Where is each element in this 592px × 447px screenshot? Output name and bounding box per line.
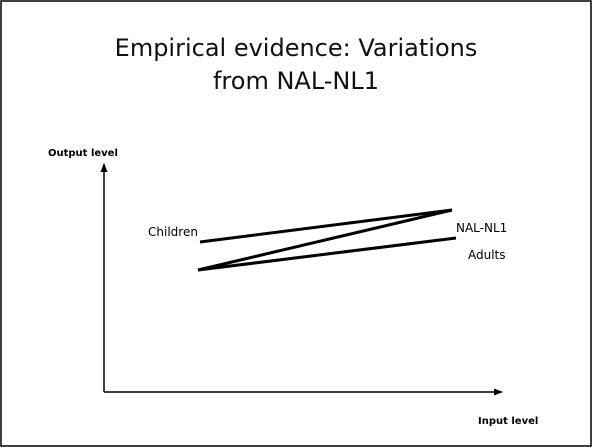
children-line (199, 208, 453, 244)
curve-label: Adults (468, 248, 506, 262)
nal-line (197, 208, 453, 272)
adults-line (197, 236, 457, 272)
curve-label: Children (148, 225, 198, 239)
curve-label: NAL-NL1 (456, 221, 507, 235)
y-axis-label: Output level (48, 148, 118, 159)
x-axis-label: Input level (478, 416, 538, 427)
title-line: from NAL-NL1 (213, 67, 379, 95)
title-line: Empirical evidence: Variations (115, 34, 478, 62)
